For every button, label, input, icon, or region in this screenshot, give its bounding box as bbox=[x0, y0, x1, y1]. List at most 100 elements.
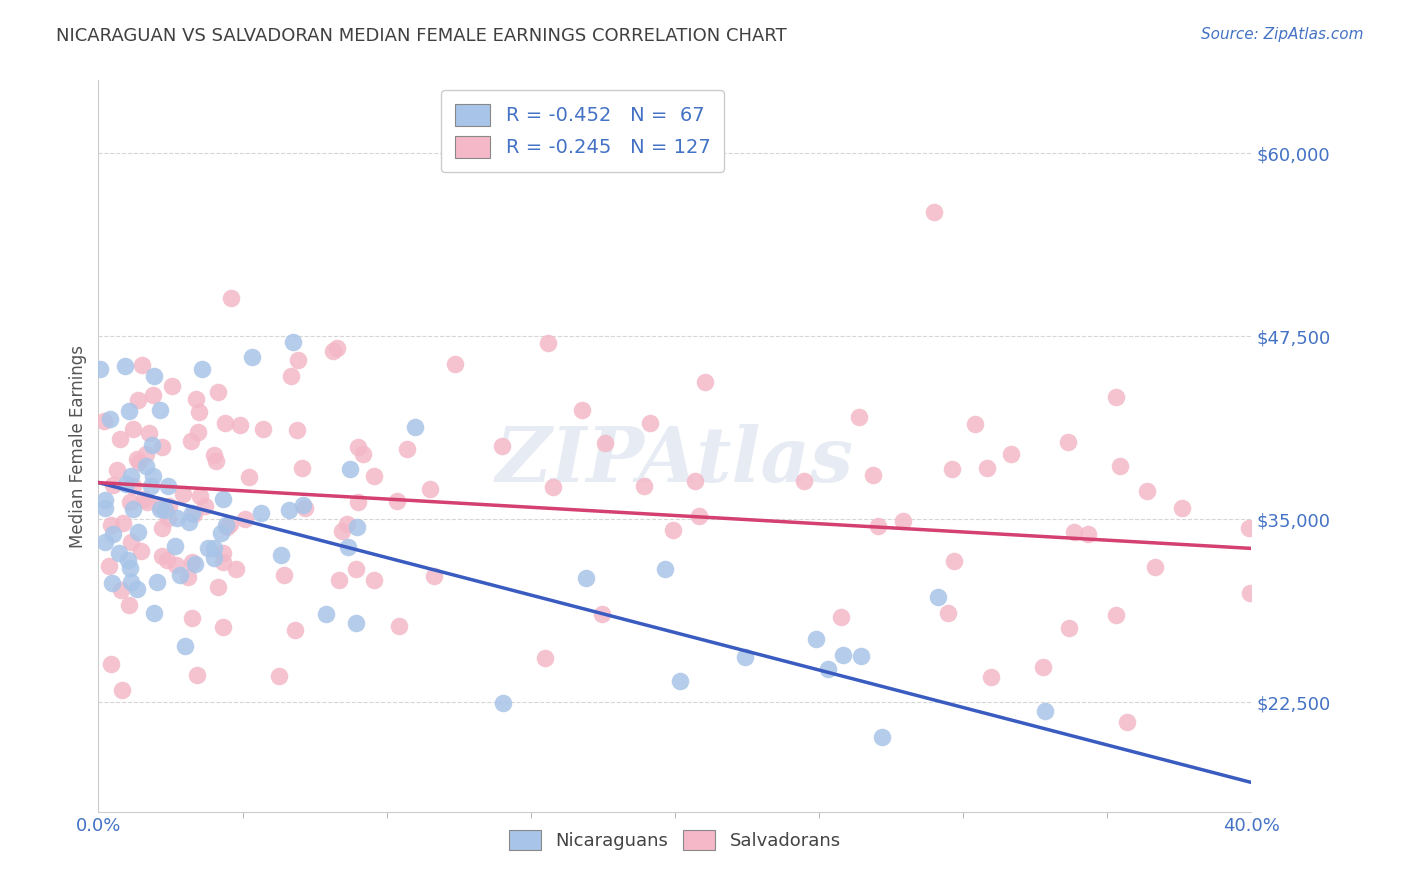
Point bbox=[793, 475, 815, 489]
Point bbox=[190, 362, 212, 376]
Point bbox=[339, 462, 361, 476]
Point bbox=[120, 574, 142, 589]
Point bbox=[292, 498, 315, 512]
Point bbox=[291, 461, 314, 475]
Point bbox=[122, 502, 145, 516]
Point bbox=[114, 476, 136, 491]
Point bbox=[336, 517, 359, 532]
Point bbox=[541, 480, 564, 494]
Point bbox=[142, 388, 165, 402]
Point bbox=[848, 409, 870, 424]
Point bbox=[149, 499, 172, 513]
Point bbox=[93, 492, 115, 507]
Point bbox=[218, 517, 240, 532]
Point bbox=[229, 417, 252, 432]
Point bbox=[127, 524, 149, 539]
Point bbox=[217, 520, 239, 534]
Point bbox=[110, 582, 132, 597]
Point bbox=[817, 662, 839, 676]
Point bbox=[118, 561, 141, 575]
Point bbox=[287, 352, 309, 367]
Point bbox=[422, 569, 444, 583]
Point bbox=[166, 510, 188, 524]
Point bbox=[202, 448, 225, 462]
Point bbox=[1000, 447, 1022, 461]
Point bbox=[252, 422, 274, 436]
Point bbox=[141, 438, 163, 452]
Point bbox=[131, 358, 153, 372]
Point bbox=[870, 730, 893, 744]
Point bbox=[138, 426, 160, 441]
Point bbox=[122, 478, 145, 492]
Point bbox=[492, 696, 515, 710]
Point bbox=[277, 502, 299, 516]
Point bbox=[105, 463, 128, 477]
Point bbox=[638, 416, 661, 430]
Point bbox=[1032, 660, 1054, 674]
Point bbox=[127, 393, 149, 408]
Point bbox=[695, 375, 717, 389]
Point bbox=[177, 516, 200, 530]
Point bbox=[537, 336, 560, 351]
Point bbox=[1109, 458, 1132, 473]
Point bbox=[396, 442, 419, 456]
Point bbox=[181, 506, 204, 520]
Point bbox=[212, 620, 235, 634]
Point bbox=[804, 632, 827, 647]
Point bbox=[1057, 621, 1080, 635]
Point bbox=[187, 425, 209, 439]
Point bbox=[111, 683, 134, 698]
Point bbox=[1116, 715, 1139, 730]
Point bbox=[101, 527, 124, 541]
Point bbox=[181, 611, 204, 625]
Legend: Nicaraguans, Salvadorans: Nicaraguans, Salvadorans bbox=[498, 819, 852, 861]
Point bbox=[111, 516, 134, 530]
Point bbox=[942, 554, 965, 568]
Point bbox=[118, 404, 141, 418]
Point bbox=[238, 470, 260, 484]
Point bbox=[294, 501, 316, 516]
Point bbox=[571, 402, 593, 417]
Point bbox=[183, 507, 205, 521]
Point bbox=[97, 559, 120, 574]
Point bbox=[139, 479, 162, 493]
Point bbox=[1144, 560, 1167, 574]
Point bbox=[281, 334, 304, 349]
Point bbox=[444, 357, 467, 371]
Point bbox=[1077, 527, 1099, 541]
Point bbox=[941, 461, 963, 475]
Point bbox=[209, 526, 232, 541]
Point bbox=[156, 553, 179, 567]
Point bbox=[363, 574, 385, 588]
Point bbox=[143, 606, 166, 620]
Point bbox=[156, 511, 179, 525]
Point bbox=[1104, 390, 1126, 404]
Point bbox=[633, 479, 655, 493]
Point bbox=[180, 555, 202, 569]
Point bbox=[166, 558, 188, 572]
Point bbox=[132, 491, 155, 506]
Point bbox=[363, 469, 385, 483]
Point bbox=[214, 416, 236, 430]
Point bbox=[128, 455, 150, 469]
Point bbox=[862, 468, 884, 483]
Point bbox=[654, 562, 676, 576]
Point bbox=[965, 417, 987, 431]
Point bbox=[1056, 435, 1078, 450]
Point bbox=[89, 362, 111, 376]
Point bbox=[491, 439, 513, 453]
Point bbox=[591, 607, 613, 622]
Point bbox=[938, 606, 960, 620]
Point bbox=[101, 575, 124, 590]
Point bbox=[153, 503, 176, 517]
Point bbox=[328, 573, 350, 587]
Point bbox=[114, 359, 136, 373]
Point bbox=[118, 598, 141, 612]
Point bbox=[207, 384, 229, 399]
Point bbox=[135, 447, 157, 461]
Point bbox=[831, 648, 853, 663]
Point bbox=[205, 454, 228, 468]
Point bbox=[150, 549, 173, 563]
Point bbox=[344, 615, 367, 630]
Point bbox=[1239, 586, 1261, 600]
